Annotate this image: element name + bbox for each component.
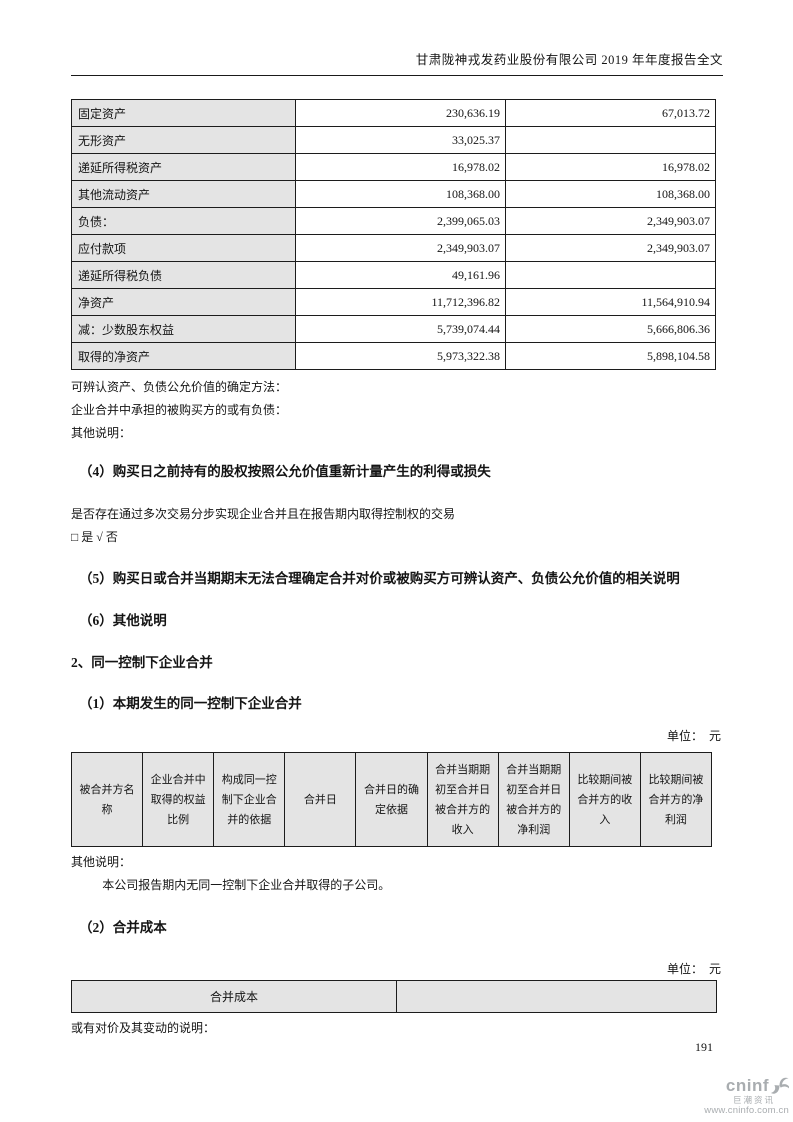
- table-row: 净资产 11,712,396.82 11,564,910.94: [71, 288, 716, 316]
- table-header-row: 被合并方名称 企业合并中取得的权益比例 构成同一控制下企业合并的依据 合并日 合…: [70, 752, 713, 847]
- cninfo-logo-text: cninf: [725, 1076, 769, 1095]
- table-row: 合并成本: [71, 980, 717, 1013]
- paragraph-multi-step: 是否存在通过多次交易分步实现企业合并且在报告期内取得控制权的交易: [71, 507, 456, 521]
- paragraph-contingent-liabilities: 企业合并中承担的被购买方的或有负债：: [71, 403, 288, 417]
- column-header: 构成同一控制下企业合并的依据: [213, 752, 286, 847]
- paragraph-consideration: 或有对价及其变动的说明：: [71, 1021, 216, 1035]
- column-header: 被合并方名称: [70, 752, 144, 847]
- unit-label: 单位： 元: [666, 729, 721, 743]
- common-control-merger-table: 被合并方名称 企业合并中取得的权益比例 构成同一控制下企业合并的依据 合并日 合…: [70, 752, 713, 847]
- column-header: 企业合并中取得的权益比例: [142, 752, 215, 847]
- row-value-1: 2,349,903.07: [295, 234, 506, 262]
- row-value-1: 49,161.96: [295, 261, 506, 289]
- row-value-2: [505, 261, 716, 289]
- table-row: 无形资产 33,025.37: [71, 126, 716, 154]
- other-note-body: 本公司报告期内无同一控制下企业合并取得的子公司。: [102, 878, 391, 892]
- yes-no-checkbox-line: □ 是 √ 否: [71, 530, 118, 544]
- cninfo-logo: cninf 巨潮资讯 www.cninfo.com.cn: [689, 1076, 789, 1115]
- document-title: 甘肃陇神戎发药业股份有限公司 2019 年年度报告全文: [415, 53, 723, 67]
- column-header: 合并当期期初至合并日被合并方的收入: [426, 752, 499, 847]
- row-label: 负债：: [71, 207, 296, 235]
- row-value-1: 108,368.00: [295, 180, 506, 208]
- column-header: 合并当期期初至合并日被合并方的净利润: [497, 752, 570, 847]
- heading-section-2: 2、同一控制下企业合并: [71, 655, 213, 670]
- merger-cost-table: 合并成本: [71, 980, 717, 1013]
- table-row: 其他流动资产 108,368.00 108,368.00: [71, 180, 716, 208]
- unit-label: 单位： 元: [666, 962, 721, 976]
- row-value-2: [505, 126, 716, 154]
- cninfo-logo-url: www.cninfo.com.cn: [704, 1104, 789, 1116]
- heading-section-2-1: （1）本期发生的同一控制下企业合并: [79, 696, 302, 711]
- row-label: 取得的净资产: [71, 342, 296, 370]
- row-label: 净资产: [71, 288, 296, 316]
- row-value-1: 33,025.37: [295, 126, 506, 154]
- net-assets-table: 固定资产 230,636.19 67,013.72 无形资产 33,025.37…: [71, 99, 716, 370]
- row-value-1: 5,739,074.44: [295, 315, 506, 343]
- merger-cost-value: [396, 980, 717, 1013]
- merger-cost-header: 合并成本: [71, 980, 397, 1013]
- heading-6: （6）其他说明: [79, 613, 167, 628]
- cninfo-logo-row: cninf: [689, 1076, 789, 1095]
- row-label: 递延所得税资产: [71, 153, 296, 181]
- paragraph-other-notes: 其他说明：: [71, 426, 132, 440]
- column-header: 合并日的确定依据: [355, 752, 428, 847]
- cninfo-swirl-icon: [770, 1077, 789, 1094]
- table-row: 负债： 2,399,065.03 2,349,903.07: [71, 207, 716, 235]
- heading-section-2-2: （2）合并成本: [79, 920, 167, 935]
- row-value-1: 11,712,396.82: [295, 288, 506, 316]
- row-value-1: 5,973,322.38: [295, 342, 506, 370]
- row-value-2: 5,898,104.58: [505, 342, 716, 370]
- row-label: 减：少数股东权益: [71, 315, 296, 343]
- table-row: 取得的净资产 5,973,322.38 5,898,104.58: [71, 342, 716, 370]
- other-note-label: 其他说明：: [71, 855, 132, 869]
- table-row: 固定资产 230,636.19 67,013.72: [71, 99, 716, 127]
- column-header: 比较期间被合并方的收入: [568, 752, 641, 847]
- paragraph-fair-value-method: 可辨认资产、负债公允价值的确定方法：: [71, 380, 288, 394]
- table-row: 递延所得税负债 49,161.96: [71, 261, 716, 289]
- row-label: 固定资产: [71, 99, 296, 127]
- table-row: 递延所得税资产 16,978.02 16,978.02: [71, 153, 716, 181]
- cninfo-logo-subtitle: 巨潮资讯: [732, 1095, 775, 1105]
- row-value-1: 2,399,065.03: [295, 207, 506, 235]
- row-value-2: 16,978.02: [505, 153, 716, 181]
- row-value-1: 230,636.19: [295, 99, 506, 127]
- table-row: 应付款项 2,349,903.07 2,349,903.07: [71, 234, 716, 262]
- row-value-1: 16,978.02: [295, 153, 506, 181]
- row-value-2: 2,349,903.07: [505, 234, 716, 262]
- row-label: 其他流动资产: [71, 180, 296, 208]
- document-header: 甘肃陇神戎发药业股份有限公司 2019 年年度报告全文: [71, 0, 723, 76]
- row-label: 应付款项: [71, 234, 296, 262]
- row-label: 无形资产: [71, 126, 296, 154]
- heading-4: （4）购买日之前持有的股权按照公允价值重新计量产生的利得或损失: [79, 464, 491, 479]
- row-value-2: 11,564,910.94: [505, 288, 716, 316]
- row-value-2: 2,349,903.07: [505, 207, 716, 235]
- page-number: 191: [695, 1040, 713, 1054]
- row-label: 递延所得税负债: [71, 261, 296, 289]
- column-header: 合并日: [284, 752, 357, 847]
- row-value-2: 108,368.00: [505, 180, 716, 208]
- row-value-2: 67,013.72: [505, 99, 716, 127]
- row-value-2: 5,666,806.36: [505, 315, 716, 343]
- heading-5: （5）购买日或合并当期期末无法合理确定合并对价或被购买方可辨认资产、负债公允价值…: [79, 571, 680, 586]
- table-row: 减：少数股东权益 5,739,074.44 5,666,806.36: [71, 315, 716, 343]
- column-header: 比较期间被合并方的净利润: [639, 752, 713, 847]
